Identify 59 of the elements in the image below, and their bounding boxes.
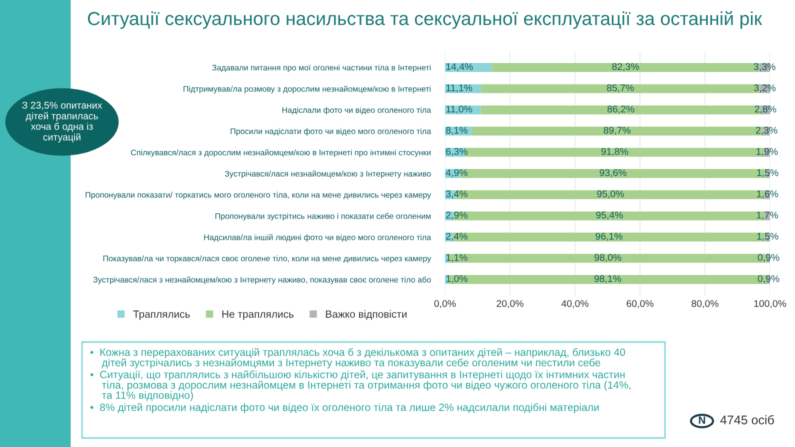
data-label: 3,4% [446,190,468,198]
data-label: 98,0% [594,254,622,262]
text: • Кожна з перерахованих ситуацій траплялась хоча б з декількома з опитаних дітей – наприклад, близько 40 дітей зустрічались з незнайомцями з Інтернету наживо та показували себе оголеним чи пестили себе [90,348,626,368]
data-label: 8,1% [446,126,468,135]
data-label: 86,2% [607,106,634,114]
data-label: 91,8% [601,148,628,156]
bar [445,63,492,72]
text: N [698,416,706,424]
data-label: 95,0% [597,190,624,198]
data-label: 1,1% [446,254,468,262]
x-tick-label: 100,0% [754,300,786,308]
y-tick-label: Підтримував/ла розмову з дорослим незнайомцем/кою в Інтернеті [184,86,431,94]
y-tick-label: Показував/ла чи торкався/лася своє оголене тіло, коли на мене дивились через камеру [103,255,432,263]
x-tick-label: 0,0% [434,300,456,308]
x-tick-label: 80,0% [692,300,718,308]
data-label: 14,4% [446,63,473,72]
text: • Ситуації, що траплялись з найбільшою кількістю дітей, це запитування в Інтернеті щодо їх інтимних частин тіла, розмова з дорослим незнайомцем в Інтернеті та отримання фото чи відео чужого оголеного тіла (14%, та 11% відповідно) [90,370,630,401]
y-tick-label: Пропонували зустрітись наживо і показати себе оголеним [215,212,431,221]
data-label: 1,9% [756,148,778,156]
data-label: 0,9% [758,275,780,284]
data-label: 3,3% [754,63,776,72]
data-label: 1,6% [757,190,778,198]
legend-label: Не траплялись [222,310,294,320]
data-label: 93,6% [600,169,626,178]
y-tick-label: Просили надіслати фото чи відео мого оголеного тіла [230,128,432,136]
data-label: 3,2% [754,84,776,92]
data-label: 1,7% [756,212,778,220]
x-tick-label: 40,0% [561,300,588,308]
data-label: 98,1% [594,275,622,284]
data-label: 2,4% [446,232,468,241]
legend-label: Важко відповісти [326,310,407,320]
x-tick-label: 60,0% [626,300,654,308]
legend-label: Траплялись [133,310,190,320]
data-label: 96,1% [596,232,622,241]
data-label: 1,5% [757,232,778,241]
text: 4745 осіб [720,415,774,424]
data-label: 1,0% [446,275,468,284]
data-label: 2,8% [754,106,776,114]
y-tick-label: Задавали питання про мої оголені частини тіла в Інтернеті [212,64,431,72]
data-label: 2,9% [446,212,468,220]
data-label: 2,3% [756,126,778,135]
y-tick-label: Надіслали фото чи відео оголеного тіла [282,106,432,114]
y-tick-label: Спілкувався/лася з дорослим незнайомцем/кою в Інтернеті про інтимні стосунки [131,149,431,157]
data-label: 0,9% [758,254,780,262]
text: • 8% дітей просили надіслати фото чи відео їх оголеного тіла та лише 2% надсилали подібні матеріали [90,403,599,414]
y-tick-label: Надсилав/ла іншій людині фото чи відео мого оголеного тіла [204,234,432,242]
data-label: 11,0% [446,106,472,114]
data-label: 85,7% [606,84,634,92]
y-tick-label: Зустрічався/лася незнайомцем/кою з Інтернету наживо [224,170,431,178]
y-tick-label: Зустрічався/лася з незнайомцем/кою з Інтернету наживо, показував своє оголене тіло або [93,276,431,284]
text: З 23,5% опитаних дітей трапилась хоча б одна із ситуацій [22,102,102,142]
data-label: 82,3% [612,63,639,72]
chart-title: Ситуації сексуального насильства та сексуальної експлуатації за останній рік [88,11,762,29]
data-label: 95,4% [596,212,623,220]
data-label: 1,5% [757,169,778,178]
x-tick-label: 20,0% [496,300,524,308]
data-label: 11,1% [446,84,472,92]
y-tick-label: Пропонували показати/ торкатись мого оголеного тіла, коли на мене дивились через камеру [86,192,432,200]
data-label: 89,7% [604,126,631,135]
